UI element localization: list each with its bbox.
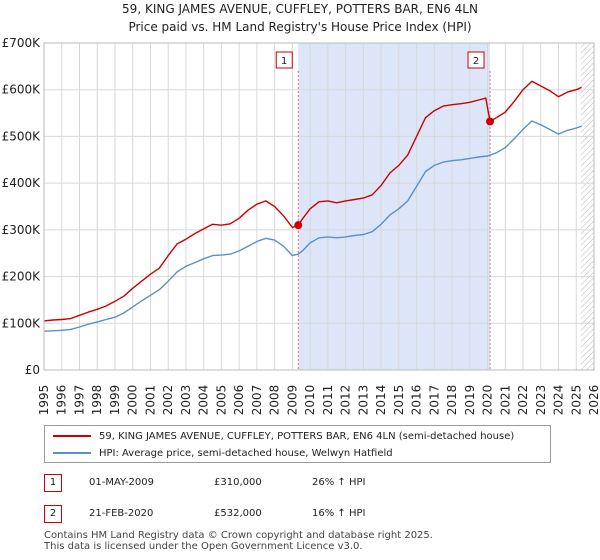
x-tick-label: 1998 xyxy=(90,385,104,416)
x-tick-label: 2011 xyxy=(321,385,335,416)
transaction-row: 2 21-FEB-2020 £532,000 16% ↑ HPI xyxy=(44,505,424,525)
x-tick-label: 2017 xyxy=(427,385,441,416)
transaction-price: £532,000 xyxy=(214,508,262,519)
x-tick-label: 2009 xyxy=(285,385,299,416)
legend-property-label: 59, KING JAMES AVENUE, CUFFLEY, POTTERS … xyxy=(99,430,515,442)
x-tick-label: 1999 xyxy=(108,385,122,416)
x-tick-label: 2001 xyxy=(143,385,157,416)
sale-badge-number: 2 xyxy=(473,56,479,67)
legend-property: 59, KING JAMES AVENUE, CUFFLEY, POTTERS … xyxy=(53,428,514,444)
x-tick-label: 1996 xyxy=(55,385,69,416)
y-tick-label: £200K xyxy=(2,270,42,284)
transaction-number-badge: 1 xyxy=(44,474,62,492)
footer-line-2: This data is licensed under the Open Gov… xyxy=(44,541,363,552)
plot-frame xyxy=(43,42,595,371)
x-tick-label: 2014 xyxy=(374,385,388,416)
x-tick-label: 2003 xyxy=(179,385,193,416)
chart-legend: 59, KING JAMES AVENUE, CUFFLEY, POTTERS … xyxy=(44,425,551,463)
y-tick-label: £700K xyxy=(2,36,42,50)
footer-line-1: Contains HM Land Registry data © Crown c… xyxy=(44,530,433,541)
price-chart: 1 2 £0 £100K £200K £300K £400K £500K £600K £700K… xyxy=(2,36,600,416)
x-tick-label: 2005 xyxy=(214,385,228,416)
x-tick-label: 2023 xyxy=(534,385,548,416)
sale-point xyxy=(486,117,495,126)
y-tick-label: £500K xyxy=(2,129,42,143)
x-tick-label: 2018 xyxy=(445,385,459,416)
x-tick-label: 2022 xyxy=(516,385,530,416)
x-tick-label: 2010 xyxy=(303,385,317,416)
x-tick-label: 2024 xyxy=(552,385,566,416)
x-tick-label: 2013 xyxy=(356,385,370,416)
legend-hpi-label: HPI: Average price, semi-detached house,… xyxy=(99,447,393,459)
x-tick-label: 2012 xyxy=(339,385,353,416)
transaction-row: 1 01-MAY-2009 £310,000 26% ↑ HPI xyxy=(44,474,424,494)
sale-badge xyxy=(275,51,293,69)
x-tick-label: 2026 xyxy=(587,385,600,416)
transaction-hpi-change: 16% ↑ HPI xyxy=(312,508,366,519)
x-tick-label: 1997 xyxy=(72,385,86,416)
y-tick-label: £300K xyxy=(2,223,42,237)
x-tick-label: 2006 xyxy=(232,385,246,416)
sale-point xyxy=(294,221,303,230)
y-tick-label: £100K xyxy=(2,316,42,330)
chart-title-line2: Price paid vs. HM Land Registry's House … xyxy=(128,20,472,34)
transaction-price: £310,000 xyxy=(214,477,262,488)
future-hatch-region xyxy=(580,43,594,370)
copyright-footer: Contains HM Land Registry data © Crown c… xyxy=(44,530,584,552)
x-tick-label: 2002 xyxy=(161,385,175,416)
transaction-number-badge: 2 xyxy=(44,505,62,523)
legend-hpi: HPI: Average price, semi-detached house,… xyxy=(53,445,393,461)
x-tick-label: 2021 xyxy=(498,385,512,416)
sale-badge-number: 1 xyxy=(281,56,287,67)
x-tick-label: 1995 xyxy=(37,385,51,416)
legend-hpi-swatch xyxy=(53,452,91,454)
transaction-date: 21-FEB-2020 xyxy=(89,508,154,519)
x-tick-label: 2007 xyxy=(250,385,264,416)
x-tick-label: 2025 xyxy=(569,385,583,416)
y-tick-label: £600K xyxy=(2,83,42,97)
x-tick-label: 2019 xyxy=(463,385,477,416)
y-tick-label: £400K xyxy=(2,176,42,190)
ownership-shaded-region xyxy=(298,43,491,370)
transaction-date: 01-MAY-2009 xyxy=(89,477,155,488)
legend-property-swatch xyxy=(53,435,91,437)
x-tick-label: 2020 xyxy=(481,385,495,416)
x-tick-label: 2015 xyxy=(392,385,406,416)
sale-badge xyxy=(467,51,485,69)
transaction-hpi-change: 26% ↑ HPI xyxy=(312,477,366,488)
y-tick-label: £0 xyxy=(25,363,40,377)
x-tick-label: 2000 xyxy=(126,385,140,416)
chart-title-line1: 59, KING JAMES AVENUE, CUFFLEY, POTTERS … xyxy=(122,2,478,16)
x-tick-label: 2016 xyxy=(410,385,424,416)
hpi-line xyxy=(43,120,582,332)
x-tick-label: 2008 xyxy=(268,385,282,416)
x-tick-label: 2004 xyxy=(197,385,211,416)
